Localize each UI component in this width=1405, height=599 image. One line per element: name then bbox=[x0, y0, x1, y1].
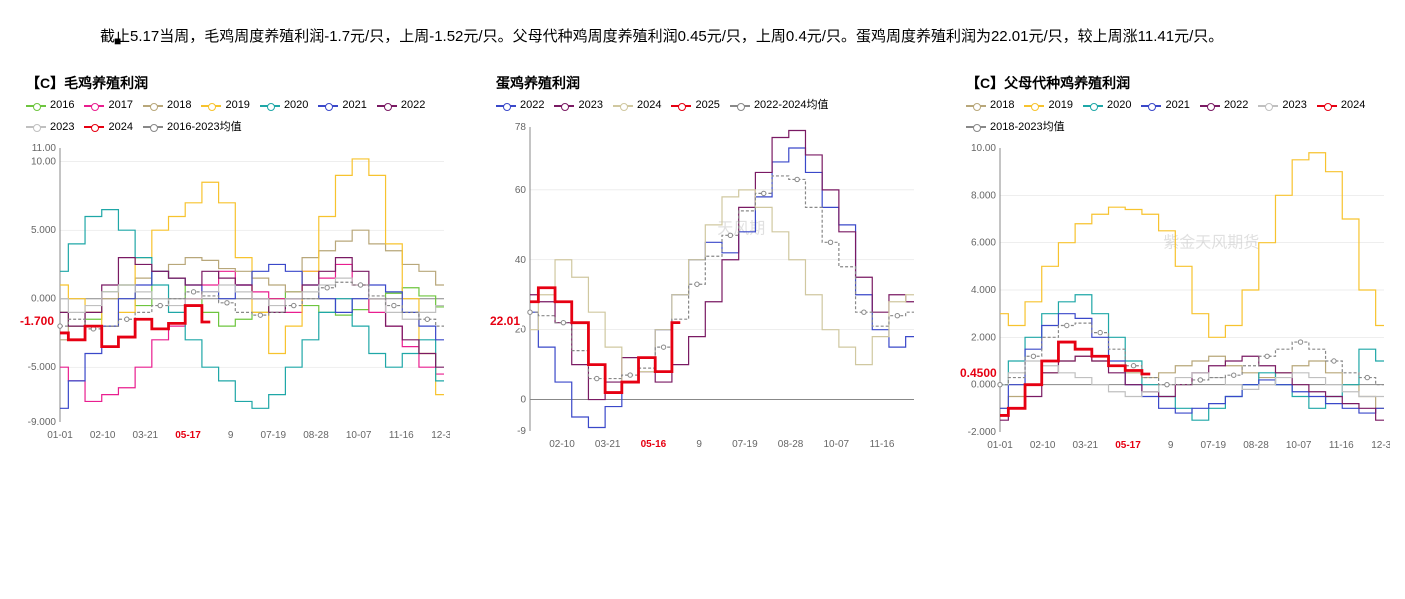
svg-text:10-07: 10-07 bbox=[823, 439, 849, 450]
svg-text:-9.000: -9.000 bbox=[28, 417, 57, 428]
svg-text:78: 78 bbox=[515, 122, 527, 133]
svg-text:05-17: 05-17 bbox=[175, 430, 201, 441]
svg-text:-9: -9 bbox=[517, 426, 526, 437]
svg-text:01-01: 01-01 bbox=[47, 430, 73, 441]
chart-title: 【C】毛鸡养殖利润 bbox=[26, 73, 480, 93]
chart-legend: 2016 2017 2018 2019 2020 2021 2022 2023 2024 2016… bbox=[26, 97, 480, 136]
chart-title: 【C】父母代种鸡养殖利润 bbox=[966, 73, 1405, 93]
legend-item: 2019 bbox=[1024, 97, 1072, 115]
chart-svg: -9.000 -5.000 0.000 5.000 10.00 11.00 01-01 02-… bbox=[20, 142, 450, 442]
svg-text:11-16: 11-16 bbox=[1329, 440, 1354, 451]
legend-item: 2023 bbox=[26, 119, 74, 137]
legend-item: 2018 bbox=[143, 97, 191, 115]
svg-text:10-07: 10-07 bbox=[346, 430, 372, 441]
svg-text:-5.000: -5.000 bbox=[28, 362, 57, 373]
chart-legend: 2018 2019 2020 2021 2022 2023 2024 2018-2023均值 bbox=[966, 97, 1405, 136]
svg-text:07-19: 07-19 bbox=[732, 439, 758, 450]
legend-item: 2022 bbox=[1200, 97, 1248, 115]
legend-item: 2024 bbox=[613, 97, 661, 115]
legend-item: 2018-2023均值 bbox=[966, 119, 1065, 137]
svg-text:12-31: 12-31 bbox=[1371, 440, 1390, 451]
svg-text:10.00: 10.00 bbox=[971, 143, 996, 154]
legend-item: 2020 bbox=[1083, 97, 1131, 115]
svg-text:9: 9 bbox=[696, 439, 702, 450]
svg-text:40: 40 bbox=[515, 254, 527, 265]
bullet-icon: ■ bbox=[114, 28, 121, 54]
svg-text:9: 9 bbox=[1168, 440, 1174, 451]
chart-panel-ch3: 【C】父母代种鸡养殖利润 2018 2019 2020 2021 2022 2023 2024… bbox=[960, 73, 1405, 452]
svg-text:03-21: 03-21 bbox=[1073, 440, 1099, 451]
current-value-label: 22.01 bbox=[488, 314, 522, 328]
svg-text:10.00: 10.00 bbox=[31, 157, 56, 168]
legend-item: 2017 bbox=[84, 97, 132, 115]
svg-text:天风期: 天风期 bbox=[717, 219, 765, 237]
svg-text:12-31: 12-31 bbox=[431, 430, 450, 441]
svg-text:08-28: 08-28 bbox=[1243, 440, 1269, 451]
svg-text:60: 60 bbox=[515, 184, 527, 195]
legend-item: 2016-2023均值 bbox=[143, 119, 242, 137]
charts-row: 【C】毛鸡养殖利润2016201720182019202020212022202… bbox=[20, 73, 1385, 452]
legend-item: 2023 bbox=[554, 97, 602, 115]
plot-area: -9020406078天风期02-1003-2105-16907-1908-28… bbox=[490, 121, 950, 451]
svg-text:03-21: 03-21 bbox=[595, 439, 621, 450]
chart-svg: -9020406078天风期02-1003-2105-16907-1908-28… bbox=[490, 121, 920, 451]
svg-text:4.000: 4.000 bbox=[971, 285, 996, 296]
legend-item: 2025 bbox=[671, 97, 719, 115]
chart-legend: 2022 2023 2024 2025 2022-2024均值 bbox=[496, 97, 950, 115]
svg-text:9: 9 bbox=[228, 430, 234, 441]
plot-area: -9.000 -5.000 0.000 5.000 10.00 11.00 01-01 02-… bbox=[20, 142, 480, 442]
legend-item: 2021 bbox=[1141, 97, 1189, 115]
svg-text:07-19: 07-19 bbox=[1201, 440, 1227, 451]
svg-text:紫金天风期货: 紫金天风期货 bbox=[1163, 234, 1259, 252]
svg-text:02-10: 02-10 bbox=[1030, 440, 1056, 451]
svg-text:01-01: 01-01 bbox=[987, 440, 1013, 451]
legend-item: 2024 bbox=[84, 119, 132, 137]
legend-item: 2022-2024均值 bbox=[730, 97, 829, 115]
svg-text:08-28: 08-28 bbox=[303, 430, 329, 441]
legend-item: 2023 bbox=[1258, 97, 1306, 115]
legend-item: 2024 bbox=[1317, 97, 1365, 115]
legend-item: 2019 bbox=[201, 97, 249, 115]
svg-text:02-10: 02-10 bbox=[549, 439, 575, 450]
svg-text:08-28: 08-28 bbox=[778, 439, 804, 450]
legend-item: 2022 bbox=[377, 97, 425, 115]
chart-title: 蛋鸡养殖利润 bbox=[496, 73, 950, 93]
legend-item: 2021 bbox=[318, 97, 366, 115]
svg-text:8.000: 8.000 bbox=[971, 191, 996, 202]
svg-text:5.000: 5.000 bbox=[31, 225, 56, 236]
svg-text:0.000: 0.000 bbox=[971, 380, 996, 391]
chart-panel-ch1: 【C】毛鸡养殖利润 2016 2017 2018 2019 2020 2021 2022 202… bbox=[20, 73, 480, 452]
svg-text:10-07: 10-07 bbox=[1286, 440, 1312, 451]
svg-text:0.000: 0.000 bbox=[31, 294, 56, 305]
svg-text:07-19: 07-19 bbox=[261, 430, 287, 441]
svg-text:11.00: 11.00 bbox=[32, 143, 57, 154]
summary-text: 截止5.17当周，毛鸡周度养殖利润-1.7元/只，上周-1.52元/只。父母代种… bbox=[100, 28, 1223, 45]
chart-panel-ch2: 蛋鸡养殖利润20222023202420252022-2024均值-902040… bbox=[490, 73, 950, 452]
svg-text:6.000: 6.000 bbox=[971, 238, 996, 249]
svg-text:05-16: 05-16 bbox=[641, 439, 667, 450]
current-value-label: 0.4500 bbox=[958, 366, 999, 380]
current-value-label: -1.700 bbox=[18, 314, 56, 328]
svg-text:-2.000: -2.000 bbox=[968, 427, 997, 438]
svg-text:11-16: 11-16 bbox=[389, 430, 414, 441]
plot-area: -2.000 0.000 2.000 4.000 6.000 8.000 10.00 紫金天风… bbox=[960, 142, 1405, 452]
legend-item: 2016 bbox=[26, 97, 74, 115]
svg-text:03-21: 03-21 bbox=[133, 430, 159, 441]
svg-text:2.000: 2.000 bbox=[971, 333, 996, 344]
legend-item: 2022 bbox=[496, 97, 544, 115]
svg-text:11-16: 11-16 bbox=[870, 439, 895, 450]
svg-text:0: 0 bbox=[520, 394, 526, 405]
chart-svg: -2.000 0.000 2.000 4.000 6.000 8.000 10.00 紫金天风… bbox=[960, 142, 1390, 452]
svg-text:05-17: 05-17 bbox=[1115, 440, 1141, 451]
legend-item: 2018 bbox=[966, 97, 1014, 115]
legend-item: 2020 bbox=[260, 97, 308, 115]
svg-text:02-10: 02-10 bbox=[90, 430, 116, 441]
